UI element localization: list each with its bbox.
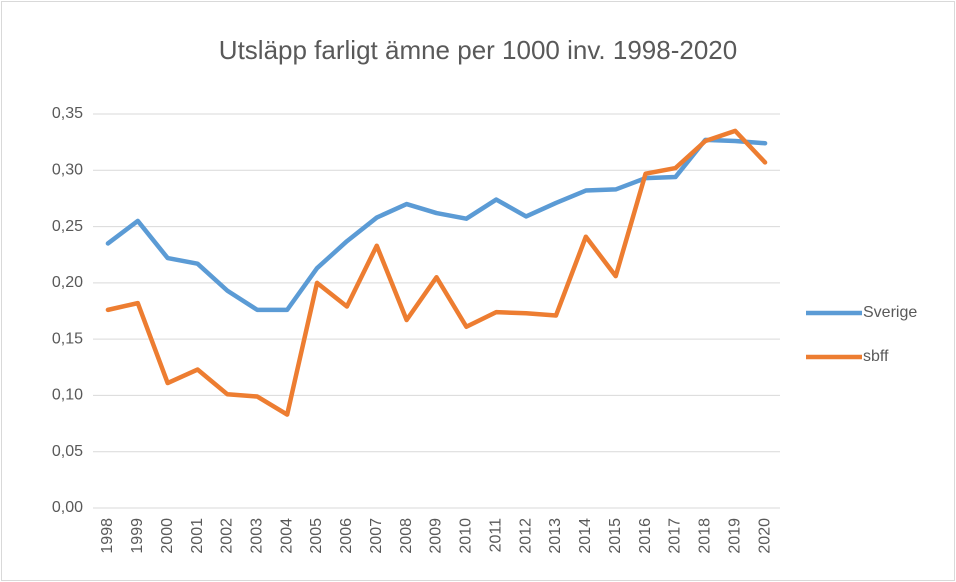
x-tick-label: 2002: [219, 518, 236, 554]
legend-label: Sverige: [863, 304, 917, 321]
x-tick-label: 2005: [308, 518, 325, 554]
x-tick-label: 2011: [487, 518, 504, 553]
x-tick-label: 2008: [398, 518, 415, 554]
x-tick-label: 2012: [517, 518, 534, 554]
y-tick-label: 0,25: [52, 218, 83, 235]
legend-label: sbff: [863, 348, 889, 365]
y-tick-label: 0,05: [52, 443, 83, 460]
x-tick-label: 2017: [667, 518, 684, 554]
x-tick-label: 2016: [637, 518, 654, 554]
x-tick-label: 2003: [249, 518, 266, 554]
y-tick-label: 0,10: [52, 387, 83, 404]
y-tick-label: 0,30: [52, 162, 83, 179]
x-tick-label: 2009: [428, 518, 445, 554]
chart-title: Utsläpp farligt ämne per 1000 inv. 1998-…: [219, 35, 737, 65]
x-tick-label: 1999: [129, 518, 146, 554]
x-tick-label: 2013: [547, 518, 564, 554]
x-tick-label: 2001: [189, 518, 206, 554]
x-tick-label: 2015: [607, 518, 624, 554]
y-tick-label: 0,20: [52, 274, 83, 291]
x-tick-label: 2010: [458, 518, 475, 554]
x-tick-label: 2019: [726, 518, 743, 554]
y-tick-label: 0,15: [52, 330, 83, 347]
x-tick-label: 1998: [99, 518, 116, 554]
y-tick-label: 0,35: [52, 105, 83, 122]
series-line: [105, 137, 768, 313]
x-tick-label: 2007: [368, 518, 385, 554]
x-tick-label: 2014: [577, 518, 594, 554]
x-tick-label: 2018: [697, 518, 714, 554]
x-tick-label: 2000: [159, 518, 176, 554]
x-tick-label: 2004: [278, 518, 295, 554]
x-tick-label: 2020: [756, 518, 773, 554]
x-tick-label: 2006: [338, 518, 355, 554]
y-tick-label: 0,00: [52, 499, 83, 516]
series-line: [105, 128, 768, 417]
